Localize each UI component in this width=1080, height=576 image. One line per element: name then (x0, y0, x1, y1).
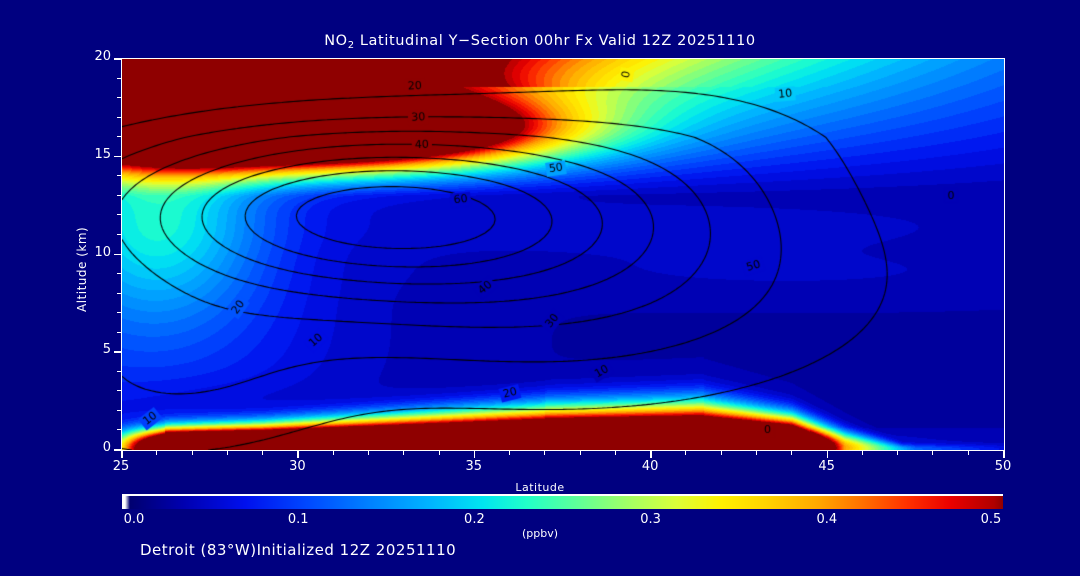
y-minor-tick (117, 116, 121, 118)
x-tick-label: 50 (994, 459, 1012, 474)
x-minor-tick (509, 450, 511, 455)
y-tick-label: 20 (94, 49, 111, 64)
x-minor-tick (579, 450, 581, 455)
x-minor-tick (191, 450, 193, 455)
colorbar-tick-label: 0.0 (123, 512, 145, 527)
y-minor-tick (117, 273, 121, 275)
colorbar-top-rule (122, 494, 1003, 496)
x-minor-tick (262, 450, 264, 455)
y-minor-tick (117, 331, 121, 333)
y-minor-tick (117, 194, 121, 196)
y-tick-label: 0 (102, 440, 111, 455)
colorbar-tick-label: 0.2 (464, 512, 485, 527)
x-tick-label: 45 (818, 459, 835, 474)
x-minor-tick (156, 450, 158, 455)
footer-caption: Detroit (83°W)Initialized 12Z 20251110 (140, 541, 457, 559)
x-minor-tick (438, 450, 440, 455)
x-minor-tick (861, 450, 863, 455)
colorbar-tick-label: 0.3 (640, 512, 661, 527)
x-minor-tick (897, 450, 899, 455)
cross-section-plot (121, 58, 1005, 451)
x-tick-mark (121, 450, 123, 458)
page-title: NO2 Latitudinal Y−Section 00hr Fx Valid … (0, 33, 1080, 51)
y-minor-tick (117, 233, 121, 235)
x-minor-tick (685, 450, 687, 455)
y-minor-tick (117, 214, 121, 216)
title-rest: Latitudinal Y−Section 00hr Fx Valid 12Z … (354, 33, 756, 49)
x-tick-mark (297, 450, 299, 458)
title-subscript: 2 (347, 40, 355, 51)
x-tick-mark (473, 450, 476, 458)
x-minor-tick (614, 450, 616, 455)
colorbar-tick-label: 0.5 (980, 512, 1002, 527)
wind-contour-overlay (122, 59, 1004, 450)
x-tick-mark (826, 450, 829, 458)
y-minor-tick (117, 175, 121, 177)
colorbar (122, 494, 1003, 509)
x-tick-label: 25 (112, 459, 130, 474)
y-minor-tick (117, 409, 121, 411)
x-minor-tick (720, 450, 722, 455)
colorbar-unit-label: (ppbv) (521, 527, 559, 540)
y-tick-mark (114, 155, 121, 158)
x-tick-label: 30 (289, 459, 306, 474)
colorbar-gradient (122, 496, 1003, 509)
y-minor-tick (117, 312, 121, 314)
y-tick-label: 15 (94, 146, 111, 162)
y-minor-tick (117, 390, 121, 392)
colorbar-tick-label: 0.1 (287, 512, 309, 527)
x-tick-label: 35 (465, 459, 483, 474)
x-minor-tick (403, 450, 405, 455)
x-minor-tick (756, 450, 758, 455)
x-minor-tick (791, 450, 793, 455)
x-minor-tick (967, 450, 969, 455)
x-minor-tick (332, 450, 334, 455)
y-tick-mark (114, 58, 121, 60)
y-axis-label: Altitude (km) (75, 226, 89, 312)
x-minor-tick (544, 450, 546, 455)
y-tick-label: 10 (94, 244, 111, 260)
x-tick-mark (650, 450, 652, 458)
y-minor-tick (117, 292, 121, 294)
y-minor-tick (117, 370, 121, 372)
x-minor-tick (932, 450, 934, 455)
y-minor-tick (117, 136, 121, 138)
x-minor-tick (367, 450, 369, 455)
x-tick-label: 40 (641, 459, 659, 474)
title-species: NO (324, 33, 348, 49)
y-tick-mark (114, 351, 121, 353)
x-minor-tick (226, 450, 228, 455)
y-minor-tick (117, 77, 121, 79)
x-tick-mark (1003, 450, 1005, 458)
y-tick-label: 5 (102, 342, 111, 358)
y-minor-tick (117, 97, 121, 99)
y-tick-mark (114, 449, 121, 451)
y-minor-tick (117, 429, 121, 431)
x-axis-label: Latitude (515, 481, 565, 494)
colorbar-tick-label: 0.4 (816, 512, 838, 527)
y-tick-mark (114, 253, 121, 255)
